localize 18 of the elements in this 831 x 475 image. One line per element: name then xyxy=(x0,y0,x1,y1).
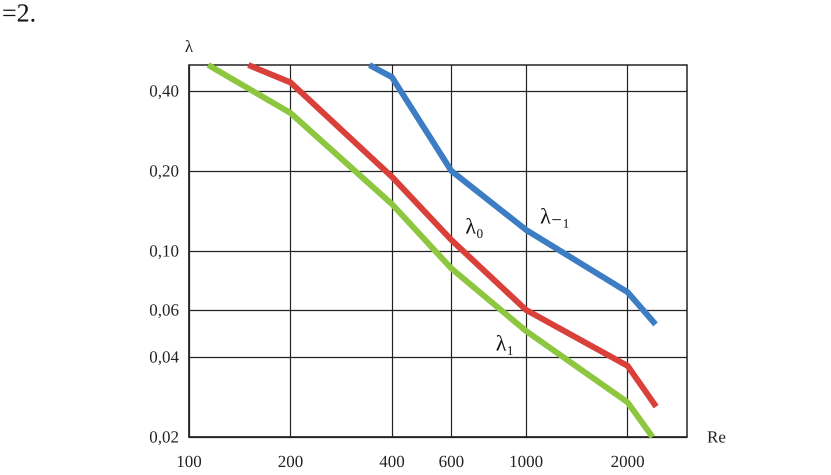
y-tick-label: 0,04 xyxy=(149,347,180,366)
y-tick-label: 0,06 xyxy=(149,300,179,320)
y-tick-label: 0,20 xyxy=(149,161,179,180)
y-tick-label: 0,40 xyxy=(149,81,179,100)
x-tick-label: 2000 xyxy=(610,452,645,471)
x-tick-label: 1000 xyxy=(509,452,544,471)
x-tick-label: 200 xyxy=(278,452,304,471)
x-tick-label: 600 xyxy=(438,452,464,471)
x-tick-label: 100 xyxy=(176,452,202,471)
text: =2. xyxy=(2,0,36,28)
series-label: λ₋₁ xyxy=(540,203,570,228)
y-tick-label: 0,02 xyxy=(149,428,179,446)
y-tick-label: 0,10 xyxy=(149,242,179,260)
series-label: λ₀ xyxy=(465,213,484,238)
x-axis-title: Re xyxy=(707,428,726,446)
series-label: λ₁ xyxy=(496,330,514,356)
y-axis-title: λ xyxy=(184,37,194,56)
x-tick-label: 400 xyxy=(379,452,405,471)
